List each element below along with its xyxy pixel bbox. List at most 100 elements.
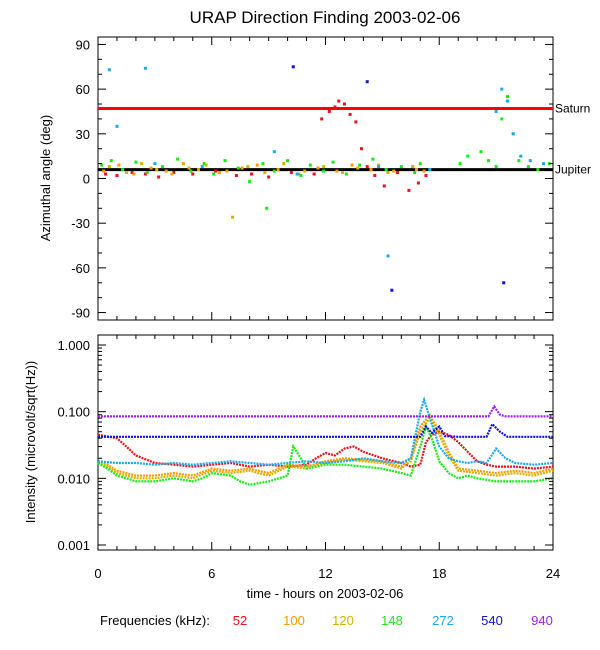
data-point-148khz [145,171,149,175]
data-point-148khz [358,163,362,167]
intensity-line-540khz [98,422,553,438]
jupiter-label: Jupiter [555,163,591,177]
intensity-series-lines [97,396,554,486]
data-point-148khz [418,162,422,166]
data-point-52khz [342,102,346,106]
data-point-148khz [500,117,504,121]
data-point-52khz [396,171,400,175]
data-point-148khz [202,162,206,166]
data-point-272khz [528,159,532,163]
data-point-148khz [109,159,113,163]
intensity-tick-label: 0.010 [57,471,90,486]
data-point-148khz [458,162,462,166]
data-point-100khz [316,166,320,170]
data-point-120khz [246,165,250,169]
data-point-120khz [225,169,229,173]
data-point-272khz [377,165,381,169]
data-point-52khz [373,174,377,178]
saturn-label: Saturn [555,101,590,115]
intensity-line-100khz [97,412,554,477]
data-point-148khz [265,206,269,210]
azimuth-tick-label: 90 [76,37,90,52]
data-point-120khz [303,169,307,173]
data-point-100khz [422,169,426,173]
data-point-52khz [348,112,352,116]
data-point-148khz [308,163,312,167]
azimuth-tick-label: 0 [83,172,90,187]
frequency-legend: Frequencies (kHz): 52 100 120 148 272 540 940 [100,613,553,628]
intensity-line-148khz [97,423,554,486]
data-point-52khz [289,171,293,175]
azimuth-y-ticks: 90 60 30 0 -30 -60 -90 [71,37,553,321]
data-point-52khz [416,181,420,185]
data-point-52khz [191,172,195,176]
azimuth-plot-frame [97,36,554,321]
data-point-148khz [286,159,290,163]
data-point-272khz [500,87,504,91]
frequency-940-khz: 940 [531,613,553,628]
x-tick-label: 6 [208,566,215,581]
data-point-100khz [149,166,153,170]
azimuth-tick-label: -30 [71,216,90,231]
intensity-y-ticks: 1.000 0.100 0.010 0.001 [57,338,553,553]
data-point-272khz [200,165,204,169]
data-point-100khz [117,163,121,167]
data-point-148khz [322,169,326,173]
data-point-120khz [204,163,208,167]
data-point-120khz [415,168,418,172]
data-point-148khz [272,169,276,173]
intensity-line-272khz [97,396,554,466]
data-point-272khz [107,68,111,72]
data-point-540khz [502,281,506,285]
data-point-148khz [212,172,216,176]
data-point-120khz [155,168,159,172]
data-point-120khz [282,162,286,166]
data-point-148khz [371,157,375,161]
data-point-148khz [487,159,491,163]
data-point-120khz [187,166,191,170]
data-point-52khz [407,188,411,192]
data-point-272khz [542,162,546,166]
data-point-52khz [234,174,238,178]
data-point-120khz [263,171,267,175]
data-point-100khz [335,169,339,173]
data-point-52khz [424,174,428,178]
data-point-148khz [479,150,483,154]
frequency-272-khz: 272 [432,613,454,628]
data-point-148khz [248,179,252,183]
azimuth-y-axis-label: Azimuthal angle (deg) [38,115,53,241]
data-point-148khz [134,160,138,164]
data-point-100khz [102,169,106,173]
data-point-272khz [511,132,515,136]
data-point-52khz [360,147,364,151]
data-point-100khz [350,163,354,167]
data-point-120khz [356,166,360,170]
data-point-120khz [392,169,396,173]
data-point-100khz [297,172,301,176]
intensity-y-axis-label: Intensity (microvolt/sqrt(Hz)) [23,361,38,524]
data-point-148khz [176,157,180,161]
intensity-tick-label: 0.001 [57,538,90,553]
data-point-148khz [399,165,403,169]
reference-lines: Saturn Jupiter [98,101,591,177]
intensity-tick-label: 0.100 [57,405,90,420]
frequency-legend-label: Frequencies (kHz): [100,613,210,628]
data-point-52khz [250,172,254,176]
data-point-148khz [121,168,125,172]
data-point-272khz [272,150,276,154]
frequency-540-khz: 540 [481,613,503,628]
data-point-100khz [411,165,415,169]
azimuth-panel: Saturn Jupiter 90 60 30 0 -30 -60 -90 Azimuthal… [38,36,591,321]
data-point-148khz [299,174,303,178]
chart-title: URAP Direction Finding 2003-02-06 [190,8,461,27]
data-point-52khz [337,99,341,103]
data-point-272khz [143,66,147,70]
data-point-120khz [322,165,326,169]
intensity-line-120khz [97,416,554,480]
data-point-52khz [172,171,176,175]
data-point-52khz [333,105,337,109]
time-x-ticks: 0 6 12 18 24 [94,37,560,581]
intensity-line-52khz [97,430,554,470]
data-point-100khz [240,166,244,170]
x-tick-label: 18 [432,566,446,581]
